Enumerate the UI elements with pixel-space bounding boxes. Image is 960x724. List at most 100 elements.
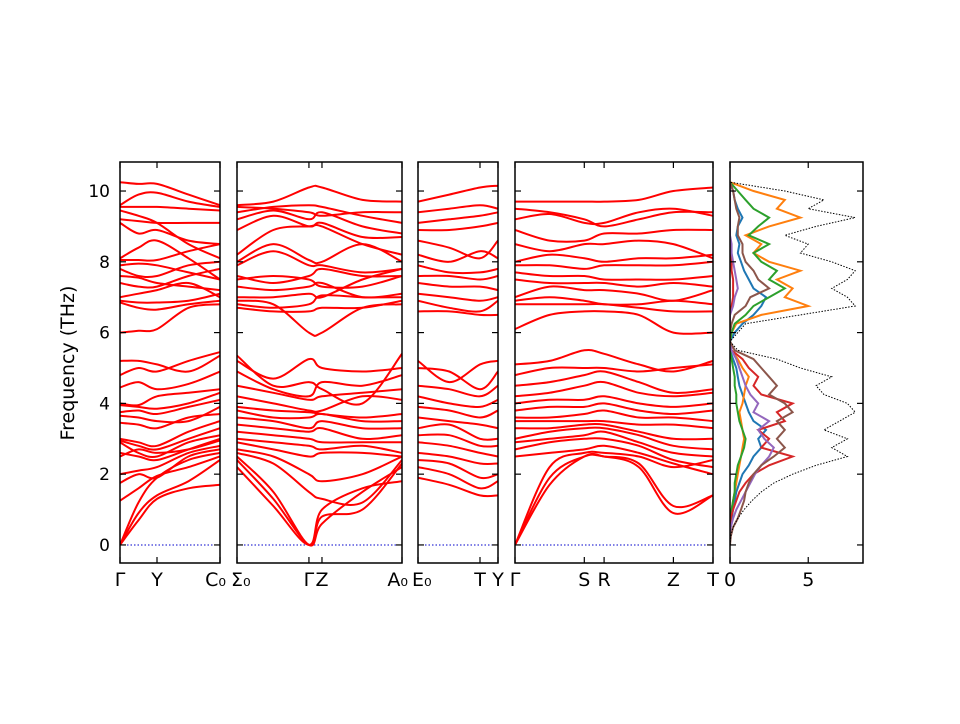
phonon-band-line [515,395,713,408]
dos-x-tick-label: 5 [802,569,814,591]
phonon-band-line [418,367,498,391]
phonon-band-line [515,239,713,260]
phonon-band-line [515,207,713,226]
phonon-band-line [515,260,713,270]
kpoint-label: A₀ [387,569,408,591]
phonon-band-line [418,459,498,480]
phonon-band-line [120,260,220,279]
kpoint-label: T [706,569,719,591]
phonon-band-line [515,186,713,203]
kpoint-label: Z [667,569,680,591]
phonon-band-line [237,267,402,299]
panel-frame [236,161,403,564]
phonon-band-line [515,430,713,458]
phonon-band-line [120,459,220,546]
phonon-band-line [418,451,498,466]
kpoint-label: Γ [115,569,126,591]
phonon-band-line [515,207,713,228]
phonon-band-line [515,426,713,451]
phonon-band-line [120,444,220,476]
phonon-band-line [515,278,713,288]
phonon-band-line [120,427,220,451]
phonon-band-line [237,430,402,444]
phonon-band-line [515,453,713,546]
phonon-band-line [237,299,402,337]
phonon-band-line [120,370,220,391]
phonon-band-line [418,310,498,317]
phonon-band-line [120,448,220,484]
panel-frame [119,161,221,564]
phonon-band-line [120,439,220,458]
kpoint-label: C₀ [205,569,226,591]
phonon-band-line [120,191,220,208]
band-group [418,184,498,498]
phonon-band-line [120,405,220,424]
phonon-band-line [418,423,498,441]
phonon-band-line [237,384,402,401]
phonon-band-line [237,416,402,430]
phonon-band-line [418,433,498,448]
phonon-band-line [237,243,402,265]
phonon-band-line [120,354,220,373]
phonon-band-line [515,349,713,373]
phonon-band-line [418,211,498,224]
phonon-band-line [237,409,402,423]
kpoint-label: E₀ [412,569,432,591]
phonon-band-line [120,243,220,262]
phonon-band-line [120,262,220,281]
kpoint-label: Γ [510,569,521,591]
y-tick-label: 2 [99,465,110,485]
y-tick-label: 10 [88,182,110,202]
phonon-band-line [237,250,402,274]
phonon-band-line [237,448,402,483]
phonon-band-line [515,452,713,546]
phonon-band-line [237,357,402,380]
phonon-band-line [120,222,220,246]
partial-dos-line-2 [730,181,787,545]
partial-dos-line-3 [730,182,796,545]
phonon-band-line [515,285,713,302]
panel-frame [514,161,714,564]
phonon-band-line [120,299,220,311]
phonon-band-line [120,303,220,334]
phonon-band-line [237,204,402,224]
phonon-band-line [515,402,713,416]
dos-curves [730,181,857,545]
phonon-band-line [418,395,498,408]
phonon-band-line [237,267,402,285]
phonon-band-line [418,204,498,214]
phonon-band-line [237,294,402,309]
phonon-band-line [418,292,498,302]
band-group [515,186,713,546]
phonon-band-line [120,218,220,225]
phonon-band-line [515,419,713,430]
phonon-band-line [515,253,713,263]
phonon-band-line [120,420,220,448]
phonon-band-line [418,250,498,263]
partial-dos-line-5 [730,181,795,545]
phonon-band-line [515,228,713,243]
kpoint-label: R [597,569,610,591]
phonon-band-line [515,303,713,313]
phonon-band-line [515,380,713,398]
phonon-band-line [418,221,498,232]
phonon-band-line [237,370,402,398]
phonon-band-line [120,205,220,212]
phonon-band-line [120,351,220,377]
band-panel-sigma0-gamma-z-a0: Σ₀ Γ Z A₀ [231,161,408,591]
y-axis-label: Frequency (THz) [57,286,79,441]
phonon-band-line [120,239,220,281]
band-panel-e0-t-y: E₀ T Y [412,161,504,591]
partial-dos-line-0 [730,181,768,545]
band-group [237,184,402,547]
phonon-band-line [237,423,402,441]
phonon-band-line [515,409,713,423]
y-tick-label: 0 [99,536,110,556]
phonon-band-line [120,181,220,207]
partial-dos-line-1 [730,181,812,545]
phonon-band-line [515,271,713,281]
y-tick-label: 4 [99,394,110,414]
kpoint-label: Σ₀ [231,569,251,591]
phonon-band-line [120,281,220,299]
